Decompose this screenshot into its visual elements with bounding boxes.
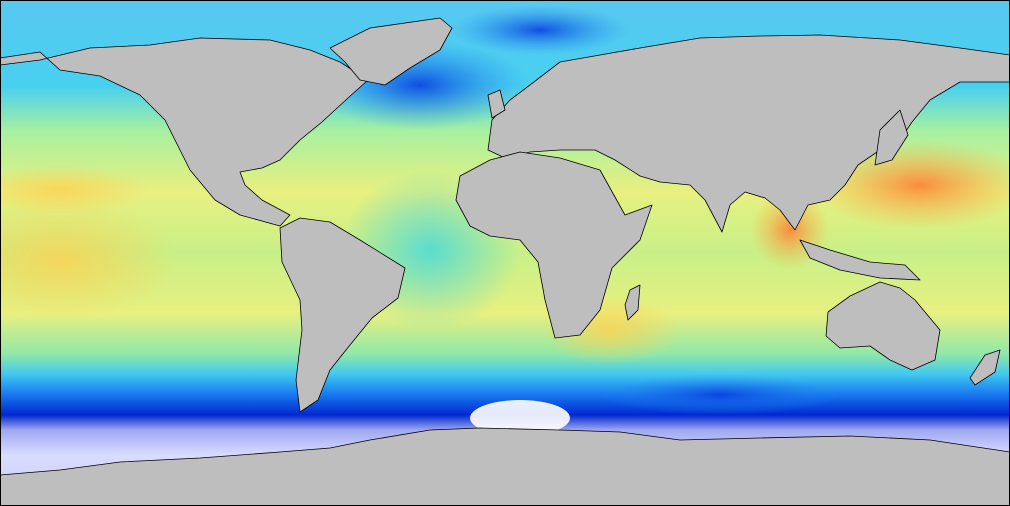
greenland (329, 17, 453, 86)
madagascar (624, 284, 641, 321)
eurasia (487, 34, 1010, 233)
land (0, 17, 1010, 506)
new-zealand (969, 349, 1001, 386)
australia (825, 281, 941, 371)
north-america (0, 37, 369, 227)
south-america (279, 217, 406, 413)
japan (874, 109, 909, 166)
indonesia (799, 239, 921, 281)
antarctica (0, 427, 1010, 506)
africa (455, 151, 653, 339)
uk (487, 89, 506, 119)
